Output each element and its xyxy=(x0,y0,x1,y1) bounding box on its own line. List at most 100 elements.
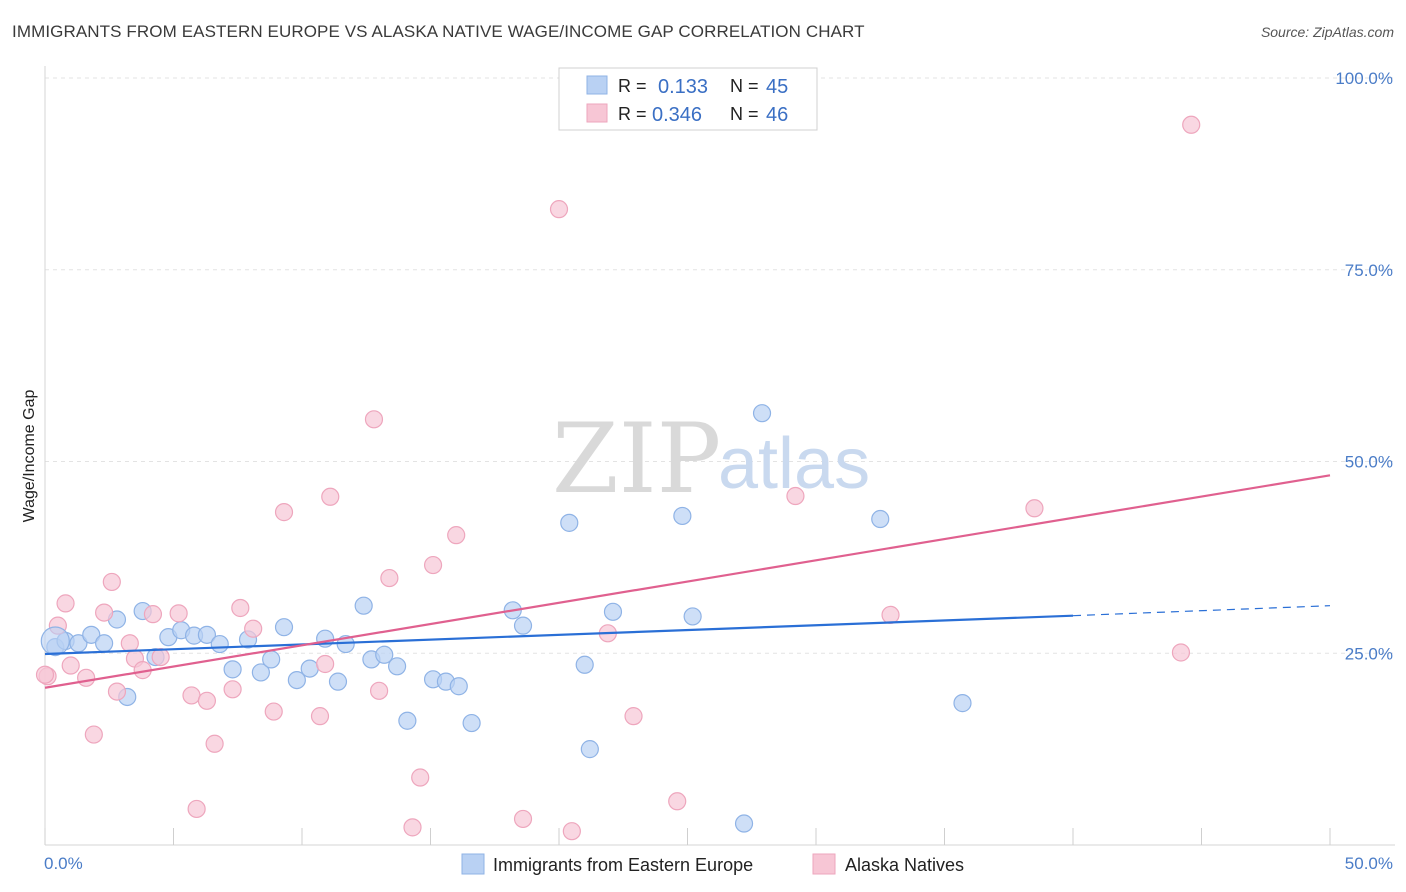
point-blue-44 xyxy=(953,694,972,713)
point-blue-19 xyxy=(287,670,306,690)
point-pink-35 xyxy=(549,200,569,219)
trend-line-blue xyxy=(44,614,1074,656)
bottom-legend-label-blue: Immigrants from Eastern Europe xyxy=(493,855,753,875)
point-pink-38 xyxy=(624,707,643,726)
point-pink-27 xyxy=(364,410,384,429)
point-blue-4 xyxy=(95,634,114,653)
point-pink-43 xyxy=(1171,643,1191,662)
legend-n-value-pink: 46 xyxy=(766,104,788,126)
bottom-legend: Immigrants from Eastern Europe Alaska Na… xyxy=(461,853,964,875)
point-blue-32 xyxy=(462,713,481,733)
legend: R = 0.133 N = 45 R = 0.346 N = 46 xyxy=(558,67,818,131)
point-pink-28 xyxy=(370,681,389,700)
data-points xyxy=(35,115,1201,841)
axes xyxy=(44,66,1395,846)
point-pink-9 xyxy=(120,634,139,653)
point-pink-2 xyxy=(56,594,75,613)
legend-n-label-blue: N = xyxy=(730,76,759,96)
source-label: Source: ZipAtlas.com xyxy=(1260,24,1394,40)
point-blue-18 xyxy=(274,618,294,637)
point-blue-38 xyxy=(603,602,623,621)
point-blue-14 xyxy=(223,660,242,679)
y-tick-label-50: 50.0% xyxy=(1345,453,1393,472)
point-pink-17 xyxy=(197,691,217,710)
y-tick-label-100: 100.0% xyxy=(1335,69,1393,88)
legend-swatch-pink xyxy=(586,103,608,123)
point-pink-16 xyxy=(187,799,206,819)
point-pink-42 xyxy=(1025,499,1044,518)
x-tick-labels: 0.0% 50.0% xyxy=(44,854,1393,873)
point-pink-15 xyxy=(182,686,201,705)
legend-r-label-pink: R = xyxy=(618,104,647,124)
x-tick-label-50: 50.0% xyxy=(1345,854,1393,873)
point-blue-35 xyxy=(560,513,579,532)
watermark-zip: ZIP xyxy=(552,403,721,515)
point-pink-12 xyxy=(143,605,163,624)
point-pink-22 xyxy=(264,702,283,721)
point-pink-4 xyxy=(77,668,96,687)
point-pink-7 xyxy=(102,572,121,592)
bottom-legend-swatch-pink xyxy=(812,853,836,875)
point-pink-41 xyxy=(881,605,900,625)
chart-title: IMMIGRANTS FROM EASTERN EUROPE VS ALASKA… xyxy=(12,22,865,41)
point-blue-12 xyxy=(197,625,217,644)
point-blue-41 xyxy=(734,814,754,833)
point-blue-34 xyxy=(513,616,533,635)
point-pink-31 xyxy=(411,768,430,787)
point-pink-23 xyxy=(274,503,294,522)
point-blue-20 xyxy=(300,659,319,678)
point-pink-26 xyxy=(321,487,340,506)
legend-r-value-pink: 0.346 xyxy=(652,104,702,126)
point-blue-22 xyxy=(328,672,348,691)
legend-n-value-blue: 45 xyxy=(766,76,788,98)
point-pink-29 xyxy=(380,568,399,588)
point-blue-17 xyxy=(262,650,281,669)
trend-line-blue-extension xyxy=(1072,605,1331,617)
point-pink-39 xyxy=(668,792,687,811)
point-pink-14 xyxy=(169,604,188,623)
legend-r-label-blue: R = xyxy=(618,76,647,96)
point-pink-3 xyxy=(61,656,80,675)
trend-line-pink xyxy=(44,474,1331,689)
legend-swatch-blue xyxy=(586,75,608,95)
point-blue-43 xyxy=(871,509,890,529)
point-pink-33 xyxy=(447,526,466,545)
point-blue-40 xyxy=(683,607,702,626)
point-blue-28 xyxy=(398,711,417,730)
legend-n-label-pink: N = xyxy=(730,104,759,124)
point-pink-45 xyxy=(35,665,55,684)
y-tick-labels: 25.0% 50.0% 75.0% 100.0% xyxy=(1335,69,1393,663)
point-blue-39 xyxy=(673,506,692,526)
point-blue-13 xyxy=(210,634,229,654)
y-tick-label-75: 75.0% xyxy=(1345,261,1393,280)
point-pink-32 xyxy=(423,555,443,575)
point-blue-24 xyxy=(354,596,373,615)
legend-r-value-blue: 0.133 xyxy=(658,76,708,98)
point-blue-16 xyxy=(251,663,270,682)
point-blue-cluster xyxy=(40,626,70,656)
bottom-legend-label-pink: Alaska Natives xyxy=(845,855,964,875)
y-axis-label: Wage/Income Gap xyxy=(21,390,38,523)
point-pink-44 xyxy=(1182,115,1201,134)
y-tick-label-25: 25.0% xyxy=(1345,644,1393,663)
point-pink-25 xyxy=(316,654,335,674)
point-pink-5 xyxy=(84,725,103,744)
bottom-legend-swatch-blue xyxy=(461,853,485,875)
point-blue-37 xyxy=(580,740,599,759)
point-blue-42 xyxy=(752,404,772,423)
trend-lines xyxy=(44,474,1331,689)
point-pink-18 xyxy=(205,734,224,753)
point-blue-27 xyxy=(387,657,407,676)
point-pink-6 xyxy=(95,603,114,622)
point-blue-36 xyxy=(575,655,594,674)
point-pink-8 xyxy=(107,682,127,701)
point-pink-20 xyxy=(231,598,250,618)
gridlines xyxy=(45,77,1395,654)
x-tick-label-0: 0.0% xyxy=(44,854,83,873)
point-blue-26 xyxy=(375,645,394,664)
point-pink-40 xyxy=(786,486,805,506)
point-pink-34 xyxy=(513,809,533,829)
point-blue-3 xyxy=(82,625,101,644)
point-pink-36 xyxy=(562,822,581,841)
